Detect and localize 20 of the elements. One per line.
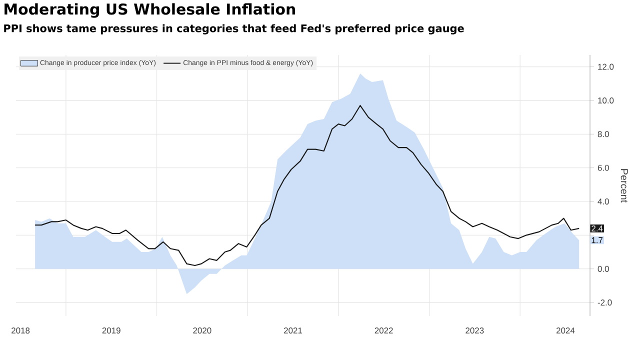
y-tick-label: -2.0	[598, 300, 612, 306]
x-tick-label: 2023	[466, 328, 484, 334]
x-tick-label: 2018	[12, 328, 30, 334]
y-tick-label: 0.0	[598, 266, 609, 272]
x-tick-label: 2022	[374, 328, 393, 334]
x-tick-label: 2021	[284, 328, 302, 334]
y-axis-title: Percent	[620, 169, 628, 203]
x-tick-label: 2019	[102, 328, 120, 334]
y-tick-label: 6.0	[598, 164, 609, 171]
data-label: 1.7	[592, 237, 603, 244]
x-tick-label: 2020	[193, 328, 212, 334]
chart-title: Moderating US Wholesale Inflation	[4, 3, 295, 18]
line-series	[34, 104, 580, 266]
y-tick-label: 8.0	[598, 131, 609, 138]
data-label: 2.4	[592, 225, 603, 232]
chart-subtitle: PPI shows tame pressures in categories that feed Fed's preferred price gauge	[4, 24, 464, 34]
x-tick-label: 2024	[556, 328, 575, 334]
y-tick-label: 4.0	[598, 198, 609, 204]
y-tick-label: 12.0	[598, 64, 614, 70]
y-tick-label: 10.0	[598, 97, 614, 104]
